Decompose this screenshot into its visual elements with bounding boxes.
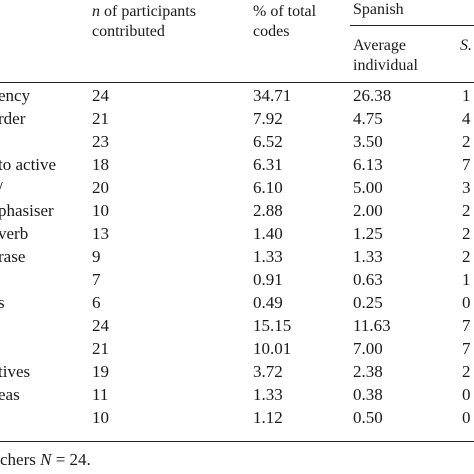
row-label: tives <box>0 362 31 381</box>
cell-pct: 2.88 <box>253 201 283 220</box>
cell-avg: 0.38 <box>353 385 383 404</box>
cell-sd: 4 <box>462 109 471 128</box>
row-label: / <box>0 178 3 198</box>
header-sd-label: S. <box>460 37 472 54</box>
cell-pct: 3.72 <box>253 362 283 381</box>
cell-avg: 2.38 <box>353 362 383 381</box>
cell-pct: 1.40 <box>253 224 283 243</box>
row-label: to active <box>0 155 57 174</box>
header-group-label: Spanish <box>353 1 404 18</box>
cell-n: 10 <box>92 408 109 427</box>
cell-avg: 7.00 <box>353 339 383 358</box>
header-avg-label-rest: individual <box>353 57 418 74</box>
row-label: ency <box>0 86 31 105</box>
cell-n: 23 <box>92 132 109 151</box>
cell-sd: 3 <box>462 178 471 197</box>
cell-pct: 7.92 <box>253 109 283 128</box>
cell-pct: 15.15 <box>253 316 292 335</box>
cell-pct: 0.91 <box>253 270 283 289</box>
cell-sd: 1 <box>462 270 471 289</box>
cell-n: 9 <box>92 247 101 266</box>
cell-n: 21 <box>92 339 109 358</box>
cell-n: 21 <box>92 109 109 128</box>
cell-n: 6 <box>92 293 101 312</box>
cell-avg: 26.38 <box>353 86 392 105</box>
table-bottom-rule <box>0 441 474 442</box>
cell-n: 24 <box>92 316 109 335</box>
cell-avg: 0.25 <box>353 293 383 312</box>
cell-n: 24 <box>92 86 109 105</box>
cell-n: 20 <box>92 178 109 197</box>
cell-pct: 1.33 <box>253 385 283 404</box>
cell-avg: 3.50 <box>353 132 383 151</box>
cell-pct: 1.12 <box>253 408 283 427</box>
cell-pct: 6.31 <box>253 155 283 174</box>
header-pct-label: % of total <box>253 3 317 20</box>
cell-n: 11 <box>92 385 109 404</box>
cell-pct: 0.49 <box>253 293 283 312</box>
cell-pct: 6.52 <box>253 132 283 151</box>
cell-avg: 5.00 <box>353 178 383 197</box>
row-label: rder <box>0 109 26 128</box>
cell-pct: 6.10 <box>253 178 283 197</box>
cell-avg: 2.00 <box>353 201 383 220</box>
cell-sd: 2 <box>462 224 471 243</box>
cell-sd: 7 <box>462 316 471 335</box>
cell-sd: 2 <box>462 247 471 266</box>
cell-sd: 1 <box>462 86 471 105</box>
row-label: phasiser <box>0 201 54 220</box>
cell-sd: 0 <box>462 408 471 427</box>
cell-sd: 2 <box>462 362 471 381</box>
header-n-text: of participants <box>100 3 196 20</box>
cell-n: 10 <box>92 201 109 220</box>
footnote: chers N = 24. <box>0 450 91 469</box>
header-bottom-rule <box>0 82 474 83</box>
group-divider <box>350 25 474 26</box>
cell-sd: 2 <box>462 132 471 151</box>
header-n-label: n of participants <box>92 2 196 22</box>
cell-sd: 7 <box>462 155 471 174</box>
cell-pct: 34.71 <box>253 86 292 105</box>
cell-n: 18 <box>92 155 109 174</box>
row-label: eas <box>0 385 20 404</box>
cell-sd: 2 <box>462 201 471 220</box>
cell-avg: 0.63 <box>353 270 383 289</box>
cell-sd: 0 <box>462 385 471 404</box>
cell-avg: 6.13 <box>353 155 383 174</box>
cell-avg: 1.25 <box>353 224 383 243</box>
cell-avg: 1.33 <box>353 247 383 266</box>
header-n-italic: n <box>92 3 100 20</box>
row-label: rase <box>0 247 26 266</box>
cell-n: 13 <box>92 224 109 243</box>
cell-avg: 0.50 <box>353 408 383 427</box>
cell-avg: 4.75 <box>353 109 383 128</box>
cell-sd: 7 <box>462 339 471 358</box>
header-avg-label: Average <box>353 37 406 54</box>
header-n-label-rest: contributed <box>92 23 165 40</box>
header-pct-label-rest: codes <box>253 23 290 40</box>
cell-pct: 10.01 <box>253 339 292 358</box>
cell-avg: 11.63 <box>353 316 391 335</box>
cell-pct: 1.33 <box>253 247 283 266</box>
cell-n: 19 <box>92 362 109 381</box>
cell-n: 7 <box>92 270 101 289</box>
row-label: verb <box>0 224 29 243</box>
footnote-n-italic: N <box>40 450 52 469</box>
cell-sd: 0 <box>462 293 471 312</box>
row-label: s <box>0 293 5 312</box>
